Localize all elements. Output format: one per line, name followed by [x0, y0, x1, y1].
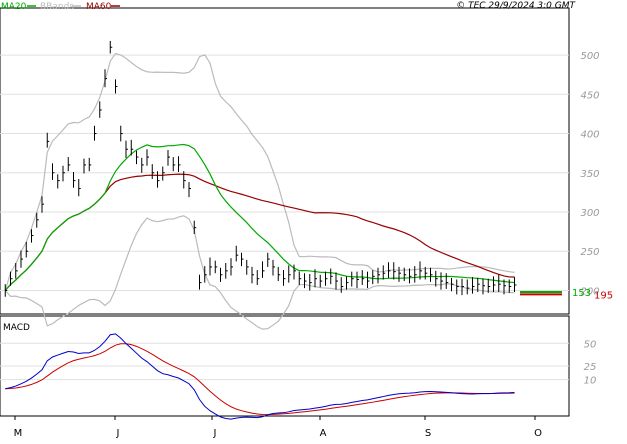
bollinger-bands	[4, 52, 515, 330]
y-tick-label: 300	[580, 208, 599, 219]
bband-upper	[4, 52, 515, 291]
ma60-line	[4, 173, 515, 291]
x-tick-label: A	[320, 428, 327, 439]
ma20-line	[4, 143, 515, 291]
y-tick-label: 200	[580, 286, 599, 297]
y-axis-ticks: 500 450 400 350 300 250 200 50 25 10	[580, 51, 599, 387]
macd-y-tick-label: 25	[584, 362, 597, 373]
y-tick-label: 250	[580, 247, 599, 258]
x-tick-label: J	[116, 428, 120, 439]
macd-title: MACD	[3, 323, 30, 333]
price-marker-label: 195	[594, 290, 613, 301]
y-tick-label: 450	[580, 90, 599, 101]
ma60-polyline	[4, 173, 515, 291]
legend: MA20 BBands MA60	[1, 2, 120, 12]
signal-line	[5, 343, 515, 416]
x-tick-label: M	[14, 428, 23, 439]
copyright-watermark: © TEC 29/9/2024 3:0 GMT	[456, 1, 576, 11]
y-tick-label: 350	[580, 169, 599, 180]
y-tick-label: 400	[580, 130, 599, 141]
macd-y-tick-label: 10	[584, 376, 597, 387]
price-marker-label: 153	[572, 288, 591, 299]
price-panel-frame	[0, 7, 570, 315]
legend-ma20-label: MA20	[1, 2, 27, 12]
legend-ma60-label: MA60	[86, 2, 112, 12]
grid-lines	[0, 54, 569, 381]
x-tick-label: O	[534, 428, 542, 439]
macd-lines	[5, 333, 515, 420]
ma20-polyline	[4, 143, 515, 291]
legend-bbands-label: BBands	[40, 2, 74, 12]
macd-line	[5, 333, 515, 420]
x-tick-label: J	[213, 428, 217, 439]
y-tick-label: 500	[580, 51, 599, 62]
x-tick-label: S	[425, 428, 431, 439]
macd-y-tick-label: 50	[584, 339, 597, 350]
bband-lower	[4, 215, 515, 330]
price-bars	[4, 40, 517, 297]
